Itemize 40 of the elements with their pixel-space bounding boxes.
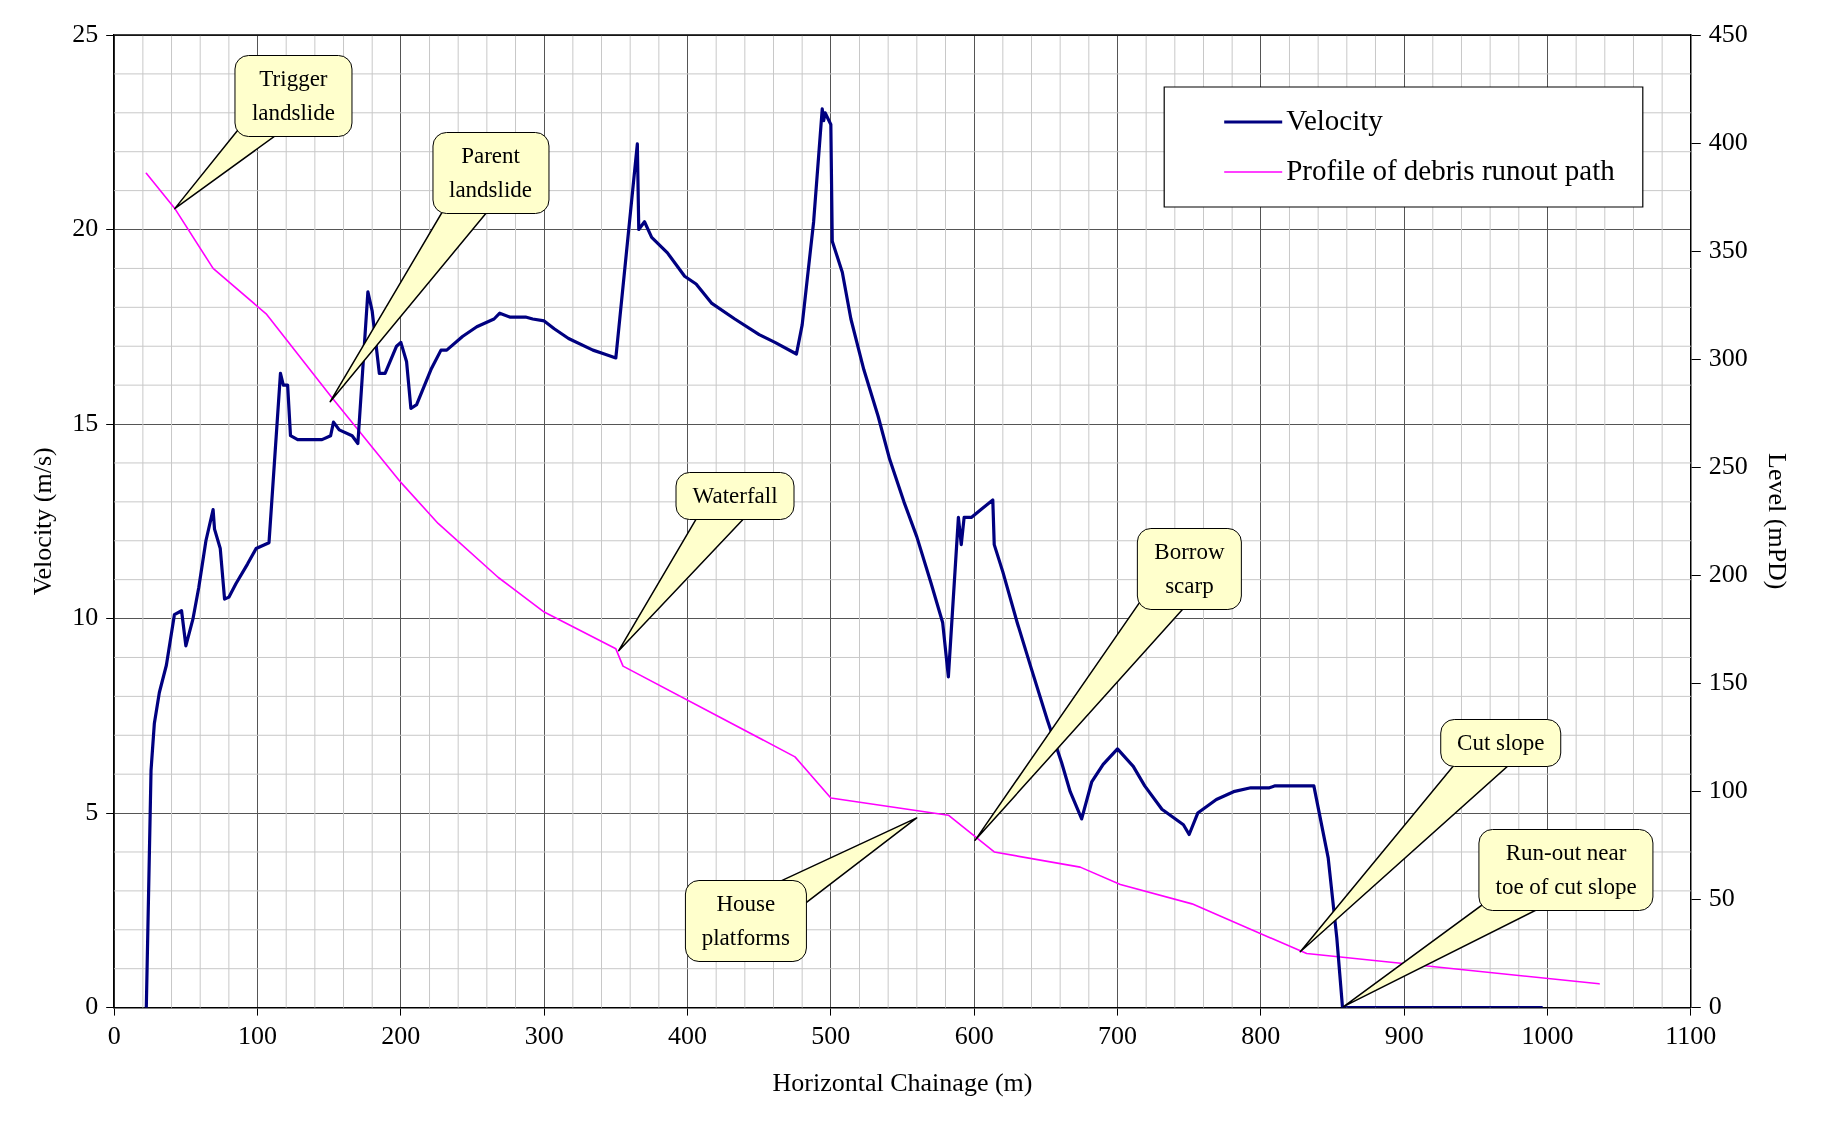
annotation: Waterfall <box>675 472 795 520</box>
annotation: Parent landslide <box>432 132 550 215</box>
annotation: Trigger landslide <box>234 54 352 137</box>
y2-axis-title: Level (mPD) <box>1762 453 1792 590</box>
y2-tick-label: 50 <box>1708 883 1735 913</box>
x-tick-label: 100 <box>238 1021 278 1051</box>
x-tick-label: 0 <box>107 1021 121 1051</box>
y2-tick-label: 150 <box>1708 667 1748 697</box>
y2-tick-label: 0 <box>1708 991 1722 1021</box>
x-tick-label: 400 <box>668 1021 708 1051</box>
legend-label: Profile of debris runout path <box>1286 153 1616 186</box>
x-tick-label: 700 <box>1097 1021 1137 1051</box>
y2-tick-label: 100 <box>1708 775 1748 805</box>
y2-tick-label: 300 <box>1708 343 1748 373</box>
annotation: Run-out near toe of cut slope <box>1478 829 1654 912</box>
legend-label: Velocity <box>1286 103 1384 136</box>
y-axis-title: Velocity (m/s) <box>28 447 58 596</box>
y-tick-label: 0 <box>85 991 99 1021</box>
x-tick-label: 900 <box>1384 1021 1424 1051</box>
annotation: Cut slope <box>1440 718 1562 767</box>
y2-tick-label: 450 <box>1708 18 1748 48</box>
x-tick-label: 600 <box>954 1021 994 1051</box>
x-tick-label: 1100 <box>1665 1021 1717 1051</box>
y-tick-label: 20 <box>72 213 99 243</box>
x-tick-label: 800 <box>1241 1021 1281 1051</box>
y2-tick-label: 400 <box>1708 126 1748 156</box>
y-tick-label: 15 <box>72 407 99 437</box>
y2-tick-label: 250 <box>1708 451 1748 481</box>
y-tick-label: 25 <box>72 18 99 48</box>
y-tick-label: 5 <box>85 796 99 826</box>
x-tick-label: 500 <box>811 1021 851 1051</box>
annotation: House platforms <box>684 880 807 963</box>
x-tick-label: 300 <box>524 1021 564 1051</box>
x-tick-label: 1000 <box>1521 1021 1574 1051</box>
annotation: Borrow scarp <box>1137 527 1242 610</box>
x-axis-title: Horizontal Chainage (m) <box>772 1068 1033 1098</box>
y-tick-label: 10 <box>72 602 99 632</box>
x-tick-label: 200 <box>381 1021 421 1051</box>
y2-tick-label: 200 <box>1708 559 1748 589</box>
y2-tick-label: 350 <box>1708 234 1748 264</box>
